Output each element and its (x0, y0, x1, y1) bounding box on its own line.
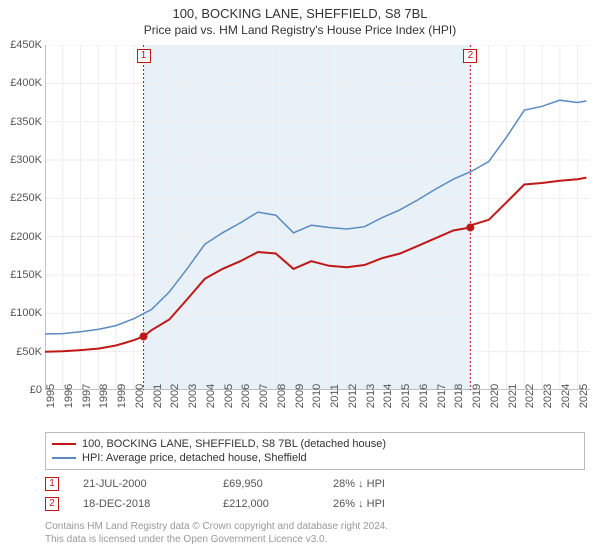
line-chart (45, 45, 590, 390)
sale-marker-1: 1 (45, 477, 59, 491)
sale-date-2: 18-DEC-2018 (83, 498, 223, 510)
xtick-label: 2004 (205, 384, 217, 408)
xtick-label: 2023 (542, 384, 554, 408)
xtick-label: 2003 (187, 384, 199, 408)
legend-swatch-1 (52, 443, 76, 445)
chart-area (45, 45, 590, 390)
xtick-label: 2022 (524, 384, 536, 408)
xtick-label: 2006 (240, 384, 252, 408)
xtick-label: 2000 (134, 384, 146, 408)
sales-row-2: 2 18-DEC-2018 £212,000 26% ↓ HPI (45, 494, 585, 514)
xtick-label: 1995 (45, 384, 57, 408)
xtick-label: 2016 (418, 384, 430, 408)
xtick-label: 2008 (276, 384, 288, 408)
ytick-label: £150K (10, 269, 42, 281)
ytick-label: £450K (10, 39, 42, 51)
legend-row-2: HPI: Average price, detached house, Shef… (52, 451, 578, 465)
sale-date-1: 21-JUL-2000 (83, 478, 223, 490)
xtick-label: 2014 (382, 384, 394, 408)
xtick-label: 2021 (507, 384, 519, 408)
xtick-label: 1999 (116, 384, 128, 408)
legend: 100, BOCKING LANE, SHEFFIELD, S8 7BL (de… (45, 432, 585, 470)
xtick-label: 2017 (436, 384, 448, 408)
xtick-label: 2011 (329, 384, 341, 408)
xtick-label: 2019 (471, 384, 483, 408)
ytick-label: £350K (10, 116, 42, 128)
legend-row-1: 100, BOCKING LANE, SHEFFIELD, S8 7BL (de… (52, 437, 578, 451)
xtick-label: 2002 (169, 384, 181, 408)
xtick-label: 2020 (489, 384, 501, 408)
xtick-label: 2010 (311, 384, 323, 408)
footer-line-2: This data is licensed under the Open Gov… (45, 533, 585, 546)
xtick-label: 2001 (152, 384, 164, 408)
footer-line-1: Contains HM Land Registry data © Crown c… (45, 520, 585, 533)
ytick-label: £50K (16, 346, 42, 358)
sale-marker-2: 2 (45, 497, 59, 511)
xtick-label: 2024 (560, 384, 572, 408)
chart-marker-1: 1 (137, 49, 151, 63)
legend-label-2: HPI: Average price, detached house, Shef… (82, 452, 307, 464)
legend-label-1: 100, BOCKING LANE, SHEFFIELD, S8 7BL (de… (82, 438, 386, 450)
xtick-label: 2012 (347, 384, 359, 408)
footer: Contains HM Land Registry data © Crown c… (45, 520, 585, 546)
legend-swatch-2 (52, 457, 76, 459)
sale-delta-1: 28% ↓ HPI (333, 478, 453, 490)
xtick-label: 2005 (223, 384, 235, 408)
xtick-label: 2025 (578, 384, 590, 408)
sale-price-1: £69,950 (223, 478, 333, 490)
sales-row-1: 1 21-JUL-2000 £69,950 28% ↓ HPI (45, 474, 585, 494)
chart-container: 100, BOCKING LANE, SHEFFIELD, S8 7BL Pri… (0, 0, 600, 560)
sales-table: 1 21-JUL-2000 £69,950 28% ↓ HPI 2 18-DEC… (45, 474, 585, 514)
xtick-label: 2018 (453, 384, 465, 408)
ytick-label: £100K (10, 307, 42, 319)
xtick-label: 2009 (294, 384, 306, 408)
xtick-label: 2015 (400, 384, 412, 408)
ytick-label: £300K (10, 154, 42, 166)
chart-subtitle: Price paid vs. HM Land Registry's House … (0, 21, 600, 41)
xtick-label: 2007 (258, 384, 270, 408)
xtick-label: 1996 (63, 384, 75, 408)
chart-title: 100, BOCKING LANE, SHEFFIELD, S8 7BL (0, 0, 600, 21)
xtick-label: 2013 (365, 384, 377, 408)
xtick-label: 1998 (98, 384, 110, 408)
ytick-label: £400K (10, 77, 42, 89)
sale-price-2: £212,000 (223, 498, 333, 510)
ytick-label: £0 (30, 384, 42, 396)
ytick-label: £250K (10, 192, 42, 204)
ytick-label: £200K (10, 231, 42, 243)
xtick-label: 1997 (81, 384, 93, 408)
chart-marker-2: 2 (463, 49, 477, 63)
sale-delta-2: 26% ↓ HPI (333, 498, 453, 510)
